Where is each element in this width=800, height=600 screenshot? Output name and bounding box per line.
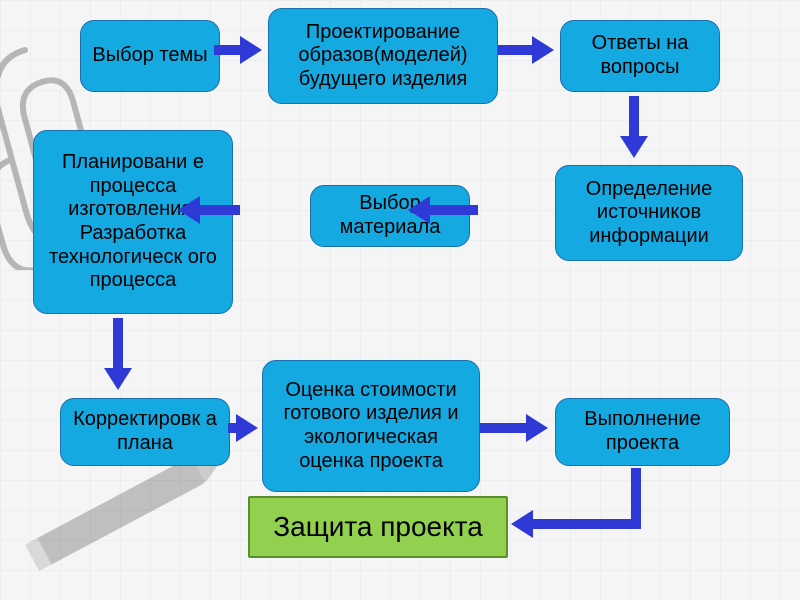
- flow-node-label: Оценка стоимости готового изделия и экол…: [271, 379, 471, 473]
- flowchart-canvas: Выбор темы Проектирование образов(моделей…: [0, 0, 800, 600]
- flow-node-label: Выбор материала: [319, 192, 461, 239]
- flow-node-label: Выполнение проекта: [564, 408, 721, 455]
- flow-node-n6: Планировани е процесса изготовления. Раз…: [33, 130, 233, 314]
- flow-node-n1: Выбор темы: [80, 20, 220, 92]
- flow-node-n10: Защита проекта: [248, 496, 508, 558]
- flow-node-n2: Проектирование образов(моделей) будущего…: [268, 8, 498, 104]
- flow-node-n9: Выполнение проекта: [555, 398, 730, 466]
- flow-node-label: Защита проекта: [258, 510, 498, 543]
- flow-node-n8: Оценка стоимости готового изделия и экол…: [262, 360, 480, 492]
- flow-node-label: Корректировк а плана: [69, 408, 221, 455]
- flow-node-n5: Выбор материала: [310, 185, 470, 247]
- flow-node-label: Выбор темы: [89, 44, 211, 68]
- flow-node-label: Проектирование образов(моделей) будущего…: [277, 21, 489, 92]
- flow-node-label: Определение источников информации: [564, 178, 734, 249]
- flow-node-n3: Ответы на вопросы: [560, 20, 720, 92]
- flow-node-n7: Корректировк а плана: [60, 398, 230, 466]
- flow-node-label: Ответы на вопросы: [569, 32, 711, 79]
- flow-node-n4: Определение источников информации: [555, 165, 743, 261]
